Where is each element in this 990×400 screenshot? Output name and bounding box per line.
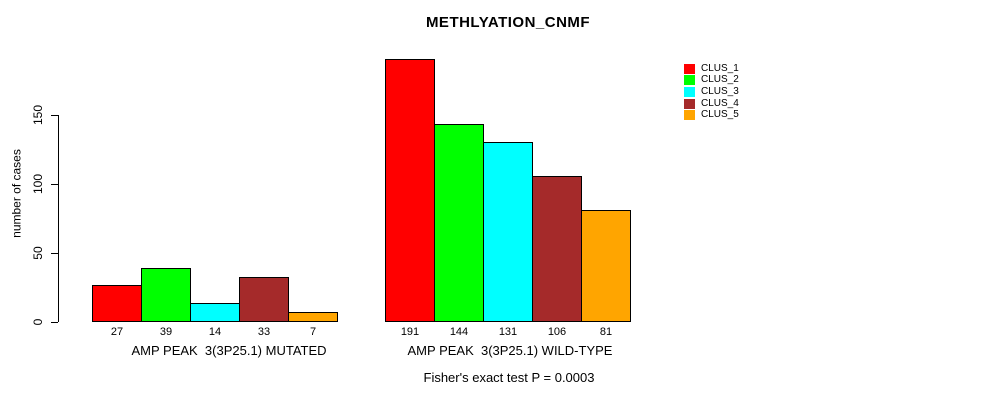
legend-label: CLUS_1 xyxy=(701,62,739,74)
legend-swatch xyxy=(684,98,695,109)
legend-swatch xyxy=(684,63,695,74)
y-tick-label: 0 xyxy=(31,318,45,326)
group-label: AMP PEAK 3(3P25.1) WILD-TYPE xyxy=(407,343,613,358)
legend-item: CLUS_3 xyxy=(684,86,739,98)
bar xyxy=(434,124,484,322)
bar-value-label: 131 xyxy=(498,326,518,338)
bar-value-label: 144 xyxy=(449,326,469,338)
legend-swatch xyxy=(684,86,695,97)
bar xyxy=(385,59,435,322)
legend-item: CLUS_4 xyxy=(684,98,739,110)
bar-value-label: 27 xyxy=(110,326,124,338)
legend-label: CLUS_3 xyxy=(701,85,739,97)
y-tick-label: 150 xyxy=(31,104,45,126)
y-axis-line xyxy=(58,115,59,322)
y-tick xyxy=(51,115,58,116)
group-label: AMP PEAK 3(3P25.1) MUTATED xyxy=(131,343,327,358)
legend-swatch xyxy=(684,110,695,121)
bar-value-label: 7 xyxy=(309,326,317,338)
bar xyxy=(239,277,289,322)
bar xyxy=(190,303,240,322)
legend-label: CLUS_4 xyxy=(701,97,739,109)
legend-label: CLUS_2 xyxy=(701,74,739,86)
bar-value-label: 39 xyxy=(159,326,173,338)
y-tick xyxy=(51,184,58,185)
legend: CLUS_1 CLUS_2 CLUS_3 CLUS_4 CLUS_5 xyxy=(684,63,739,121)
legend-label: CLUS_5 xyxy=(701,109,739,121)
bar-value-label: 14 xyxy=(208,326,222,338)
bar-value-label: 106 xyxy=(547,326,567,338)
y-tick xyxy=(51,253,58,254)
bar-value-label: 33 xyxy=(257,326,271,338)
bar xyxy=(92,285,142,322)
legend-item: CLUS_5 xyxy=(684,109,739,121)
y-tick xyxy=(51,322,58,323)
legend-swatch xyxy=(684,75,695,86)
bar xyxy=(288,312,338,322)
bar xyxy=(581,210,631,322)
bar xyxy=(141,268,191,322)
y-axis-label: number of cases xyxy=(9,149,24,238)
bar xyxy=(483,142,533,322)
legend-item: CLUS_1 xyxy=(684,63,739,75)
y-tick-label: 100 xyxy=(31,173,45,195)
annotation-text: Fisher's exact test P = 0.0003 xyxy=(423,370,595,385)
bar-value-label: 81 xyxy=(599,326,613,338)
y-tick-label: 50 xyxy=(31,246,45,260)
bar xyxy=(532,176,582,322)
bar-value-label: 191 xyxy=(400,326,420,338)
legend-item: CLUS_2 xyxy=(684,75,739,87)
chart-title: METHLYATION_CNMF xyxy=(425,14,591,31)
